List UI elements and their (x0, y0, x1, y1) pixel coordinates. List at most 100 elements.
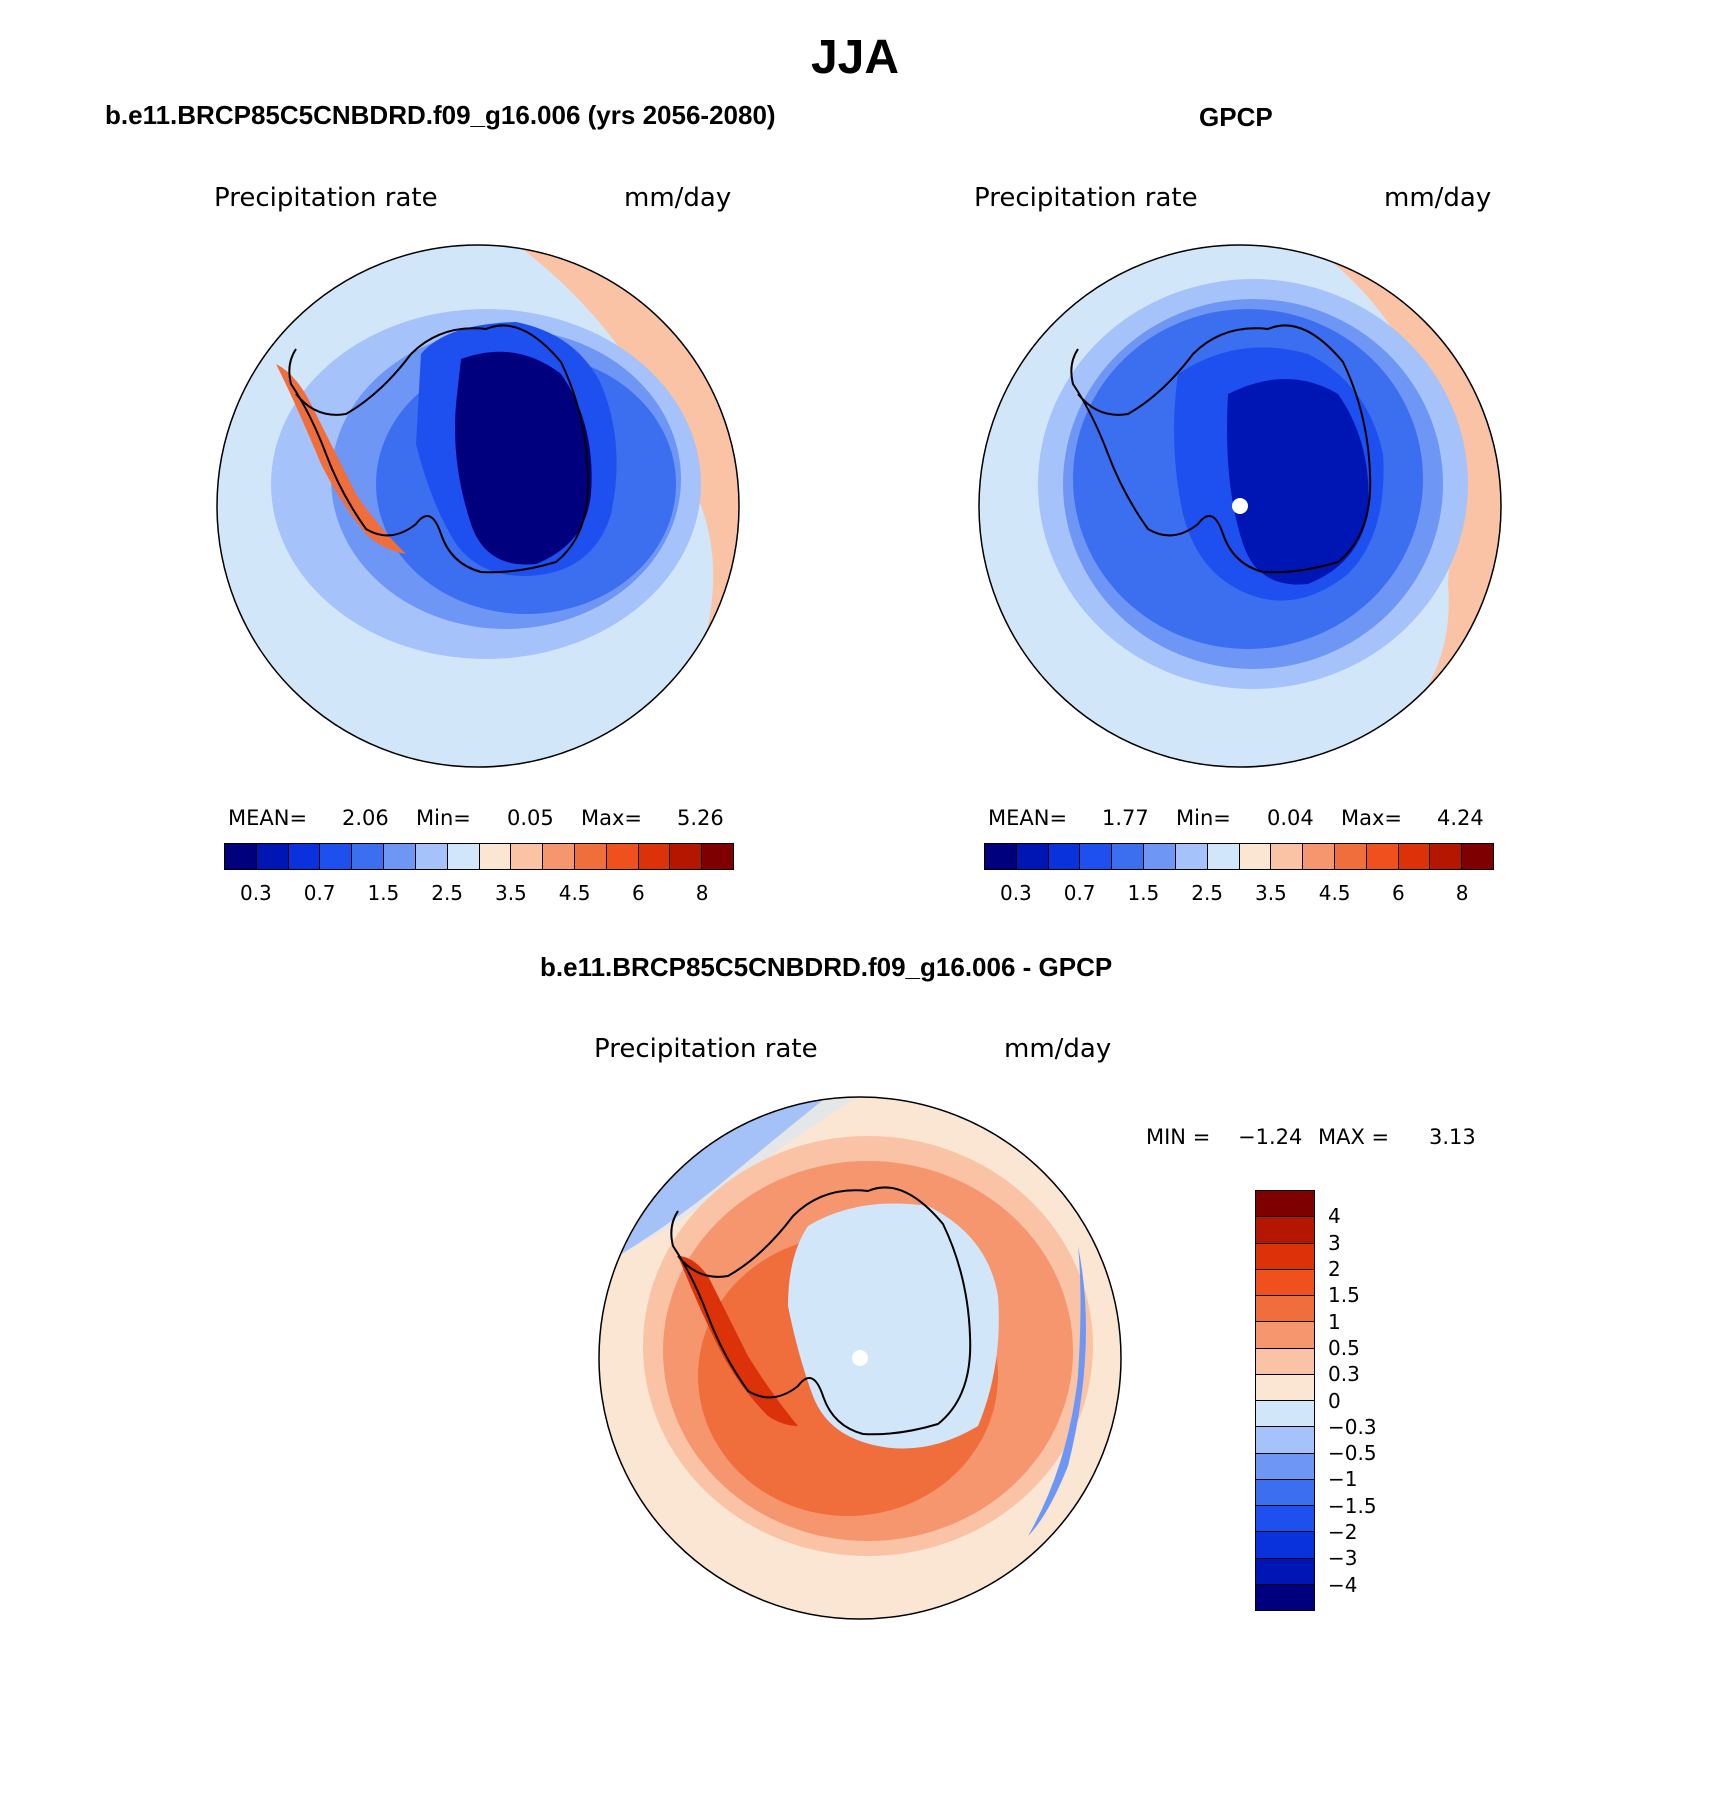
panel1-units-label: mm/day (624, 183, 732, 213)
colorbar-tick-label: 6 (1392, 881, 1405, 905)
colorbar-swatch (1256, 1269, 1314, 1296)
colorbar-tick-label: −4 (1328, 1572, 1358, 1597)
colorbar-swatch (1112, 844, 1145, 869)
colorbar-tick-label: 8 (695, 881, 709, 905)
colorbar-swatch (1256, 1479, 1314, 1506)
colorbar-swatch (352, 844, 385, 869)
colorbar-swatch (1256, 1532, 1314, 1559)
colorbar-swatch (1239, 844, 1272, 869)
colorbar-tick-label: 3.5 (494, 881, 527, 905)
colorbar-swatch (985, 844, 1017, 869)
colorbar-swatch (1398, 844, 1431, 869)
colorbar-swatch (1334, 844, 1367, 869)
colorbar-tick-label: 0.3 (1328, 1362, 1360, 1387)
colorbar-tick-label: 2 (1328, 1256, 1341, 1281)
colorbar-swatch (225, 844, 257, 869)
colorbar-swatch (1256, 1584, 1314, 1610)
colorbar-swatch (256, 844, 289, 869)
panel3-max-value: 3.13 (1429, 1125, 1476, 1149)
panel3-units-label: mm/day (1004, 1034, 1112, 1064)
colorbar-swatch (1048, 844, 1081, 869)
panel2-mean-label: MEAN= (988, 806, 1068, 830)
colorbar-swatch (1256, 1401, 1314, 1428)
figure-title: JJA (810, 31, 900, 84)
colorbar-swatch (1256, 1374, 1314, 1401)
colorbar-tick-label: 1.5 (1127, 881, 1160, 905)
colorbar-tick-label: 1.5 (1328, 1283, 1360, 1308)
colorbar-tick-label: 4 (1328, 1204, 1341, 1229)
panel1-max-value: 5.26 (677, 806, 724, 830)
panel3-title: b.e11.BRCP85C5CNBDRD.f09_g16.006 - GPCP (540, 952, 1113, 982)
panel2-max-value: 4.24 (1437, 806, 1484, 830)
colorbar-swatch (1256, 1427, 1314, 1454)
colorbar-tick-label: 8 (1455, 881, 1469, 905)
colorbar-tick-label: 2.5 (1191, 881, 1224, 905)
colorbar-swatch (1256, 1296, 1314, 1323)
colorbar-swatch (702, 844, 733, 869)
colorbar-swatch (670, 844, 703, 869)
colorbar-swatch (1256, 1217, 1314, 1244)
panel1-max-label: Max= (581, 806, 643, 830)
panel1-min-label: Min= (416, 806, 471, 830)
colorbar-tick-label: −3 (1328, 1546, 1358, 1571)
colorbar-tick-label: 0.7 (1063, 881, 1096, 905)
colorbar-tick-label: −1 (1328, 1467, 1358, 1492)
colorbar-swatch (479, 844, 512, 869)
panel2-min-label: Min= (1176, 806, 1231, 830)
colorbar-swatch (1462, 844, 1493, 869)
colorbar-tick-label: −1.5 (1328, 1493, 1377, 1518)
panel1-mean-label: MEAN= (228, 806, 308, 830)
colorbar-tick-label: 6 (632, 881, 645, 905)
colorbar-swatch (1256, 1322, 1314, 1349)
colorbar-tick-label: 4.5 (558, 881, 591, 905)
colorbar-swatch (1256, 1191, 1314, 1218)
colorbar-swatch (1207, 844, 1240, 869)
colorbar-swatch (1303, 844, 1335, 869)
colorbar-swatch (574, 844, 607, 869)
panel1-min-value: 0.05 (507, 806, 554, 830)
panel2-max-label: Max= (1341, 806, 1403, 830)
colorbar-swatch (1256, 1558, 1314, 1585)
colorbar-tick-label: −0.3 (1328, 1414, 1377, 1439)
panel1-polar-map (216, 244, 740, 768)
colorbar-swatch (415, 844, 448, 869)
colorbar-tick-label: 1 (1328, 1309, 1341, 1334)
colorbar-tick-label: 0 (1328, 1388, 1341, 1413)
panel1-coastline (288, 324, 590, 574)
panel1-colorbar (224, 843, 734, 870)
colorbar-swatch (1256, 1243, 1314, 1270)
panel3-colorbar (1255, 1190, 1315, 1611)
colorbar-tick-label: −2 (1328, 1520, 1358, 1545)
colorbar-tick-label: 3.5 (1254, 881, 1287, 905)
panel2-mean-value: 1.77 (1102, 806, 1149, 830)
panel2-units-label: mm/day (1384, 183, 1492, 213)
colorbar-swatch (1271, 844, 1304, 869)
colorbar-swatch (384, 844, 416, 869)
colorbar-swatch (1016, 844, 1049, 869)
colorbar-tick-label: 0.7 (303, 881, 336, 905)
panel3-max-label: MAX = (1318, 1125, 1390, 1149)
colorbar-swatch (606, 844, 639, 869)
colorbar-swatch (447, 844, 480, 869)
colorbar-tick-label: 2.5 (431, 881, 464, 905)
colorbar-swatch (1366, 844, 1399, 869)
colorbar-tick-label: 0.3 (239, 881, 272, 905)
colorbar-swatch (288, 844, 321, 869)
colorbar-tick-label: 0.3 (999, 881, 1032, 905)
colorbar-tick-label: 1.5 (367, 881, 400, 905)
panel2-title: GPCP (1199, 102, 1273, 132)
colorbar-swatch (1175, 844, 1208, 869)
panel3-polar-map (598, 1096, 1122, 1620)
colorbar-swatch (1256, 1506, 1314, 1533)
colorbar-swatch (543, 844, 575, 869)
panel2-colorbar (984, 843, 1494, 870)
colorbar-swatch (511, 844, 544, 869)
colorbar-tick-label: 3 (1328, 1230, 1341, 1255)
panel3-min-label: MIN = (1146, 1125, 1211, 1149)
panel2-variable-label: Precipitation rate (974, 183, 1198, 213)
panel1-title: b.e11.BRCP85C5CNBDRD.f09_g16.006 (yrs 20… (105, 100, 776, 130)
panel3-min-value: −1.24 (1238, 1125, 1303, 1149)
panel1-variable-label: Precipitation rate (214, 183, 438, 213)
colorbar-swatch (320, 844, 353, 869)
colorbar-swatch (1256, 1348, 1314, 1375)
